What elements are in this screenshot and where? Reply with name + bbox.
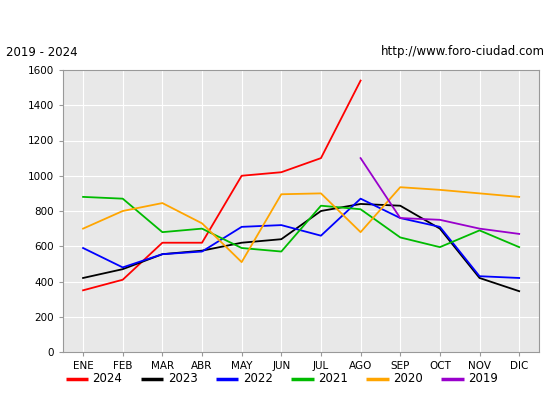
- Text: Evolucion Nº Turistas Extranjeros en el municipio de Antas: Evolucion Nº Turistas Extranjeros en el …: [52, 12, 498, 26]
- Text: 2020: 2020: [393, 372, 423, 386]
- Text: 2023: 2023: [168, 372, 197, 386]
- Text: 2019: 2019: [469, 372, 498, 386]
- Text: 2022: 2022: [243, 372, 273, 386]
- Text: 2024: 2024: [92, 372, 123, 386]
- Text: http://www.foro-ciudad.com: http://www.foro-ciudad.com: [381, 46, 544, 58]
- Text: 2021: 2021: [318, 372, 348, 386]
- Text: 2019 - 2024: 2019 - 2024: [6, 46, 77, 58]
